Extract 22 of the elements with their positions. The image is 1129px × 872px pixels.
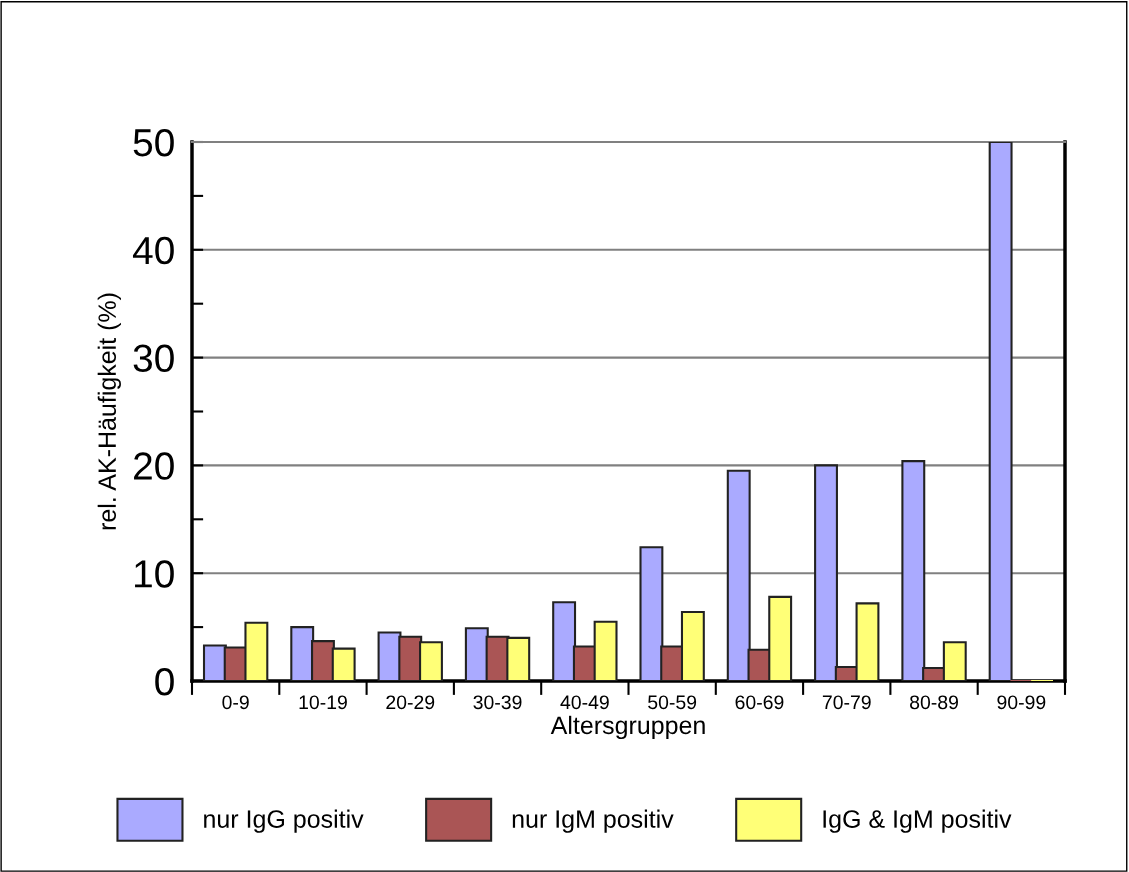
y-tick-label: 30 — [133, 344, 174, 373]
x-tick-label: 50-59 — [648, 695, 697, 710]
y-tick-label: 20 — [134, 452, 174, 480]
x-tick-label: 70-79 — [822, 695, 871, 710]
legend-label: IgG & IgM positiv — [823, 809, 1012, 833]
x-tick-label: 60-69 — [735, 695, 784, 710]
y-tick-label: 40 — [132, 236, 174, 265]
y-tick-label: 10 — [135, 560, 174, 588]
x-axis-title: Altersgruppen — [550, 715, 705, 740]
y-axis-title: rel. AK-Häufigkeit (%) — [97, 293, 121, 530]
x-tick-label: 20-29 — [386, 695, 435, 710]
x-tick-label: 80-89 — [910, 695, 958, 710]
x-tick-label: 90-99 — [997, 695, 1046, 710]
y-tick-label: 0 — [155, 667, 174, 696]
legend-label: nur IgM positiv — [512, 809, 674, 833]
x-tick-label: 40-49 — [560, 695, 609, 710]
x-tick-label: 30-39 — [473, 695, 522, 710]
bar — [988, 142, 1013, 681]
x-tick-label: 10-19 — [299, 695, 347, 710]
x-tick-label: 0-9 — [222, 695, 249, 710]
y-tick-label: 50 — [133, 128, 174, 157]
legend-label: nur IgG positiv — [204, 809, 364, 833]
